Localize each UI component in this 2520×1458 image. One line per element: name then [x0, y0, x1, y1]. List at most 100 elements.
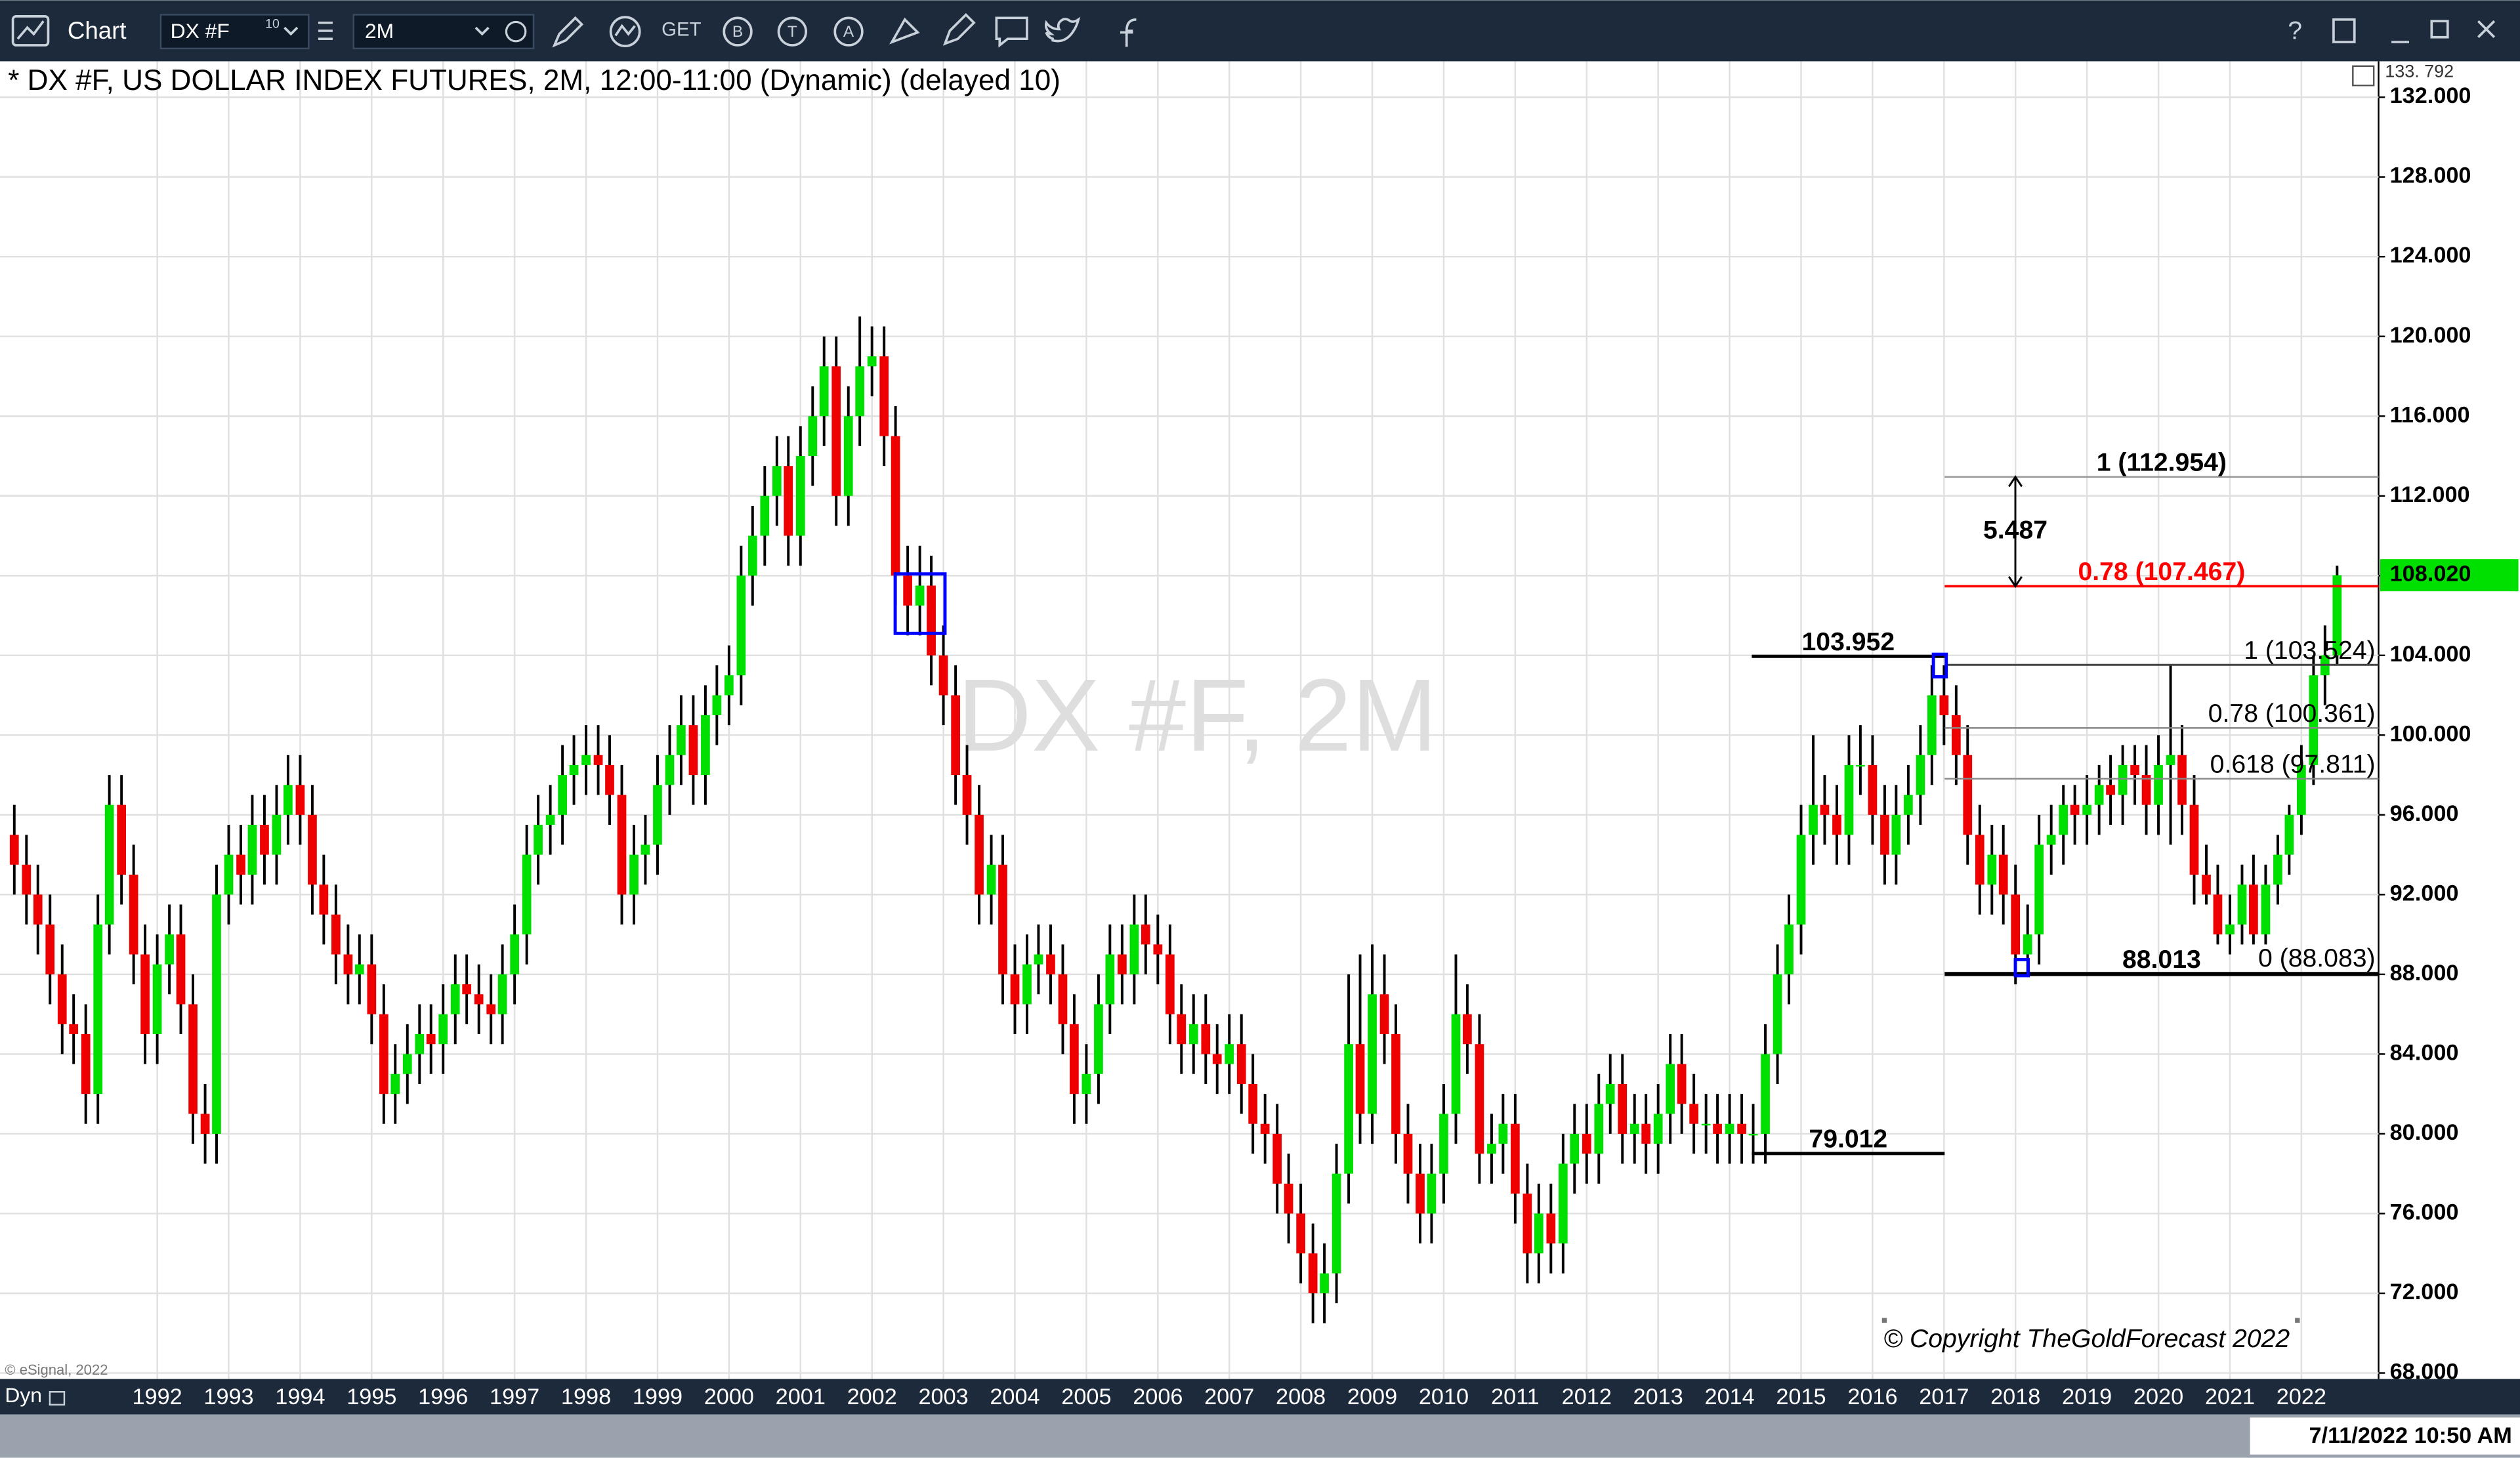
- candle-body: [188, 1004, 198, 1114]
- icon-b[interactable]: [723, 16, 753, 47]
- candle-body: [1832, 814, 1841, 835]
- candle-body: [379, 1014, 388, 1094]
- candle-body: [1618, 1083, 1628, 1134]
- help-button[interactable]: ?: [2288, 17, 2302, 45]
- candle-body: [308, 814, 317, 885]
- x-tick-label: 2007: [1204, 1385, 1254, 1409]
- x-tick-label: 2002: [847, 1385, 897, 1409]
- app-title: Chart: [68, 17, 127, 44]
- icon-t[interactable]: [777, 16, 807, 47]
- candle-body: [367, 964, 377, 1014]
- candle-body: [1629, 1123, 1639, 1134]
- candle-body: [1546, 1213, 1556, 1244]
- candle-body: [1987, 854, 1997, 885]
- draw-icon[interactable]: [552, 16, 584, 48]
- x-tick-label: 2012: [1562, 1385, 1612, 1409]
- candle-body: [9, 835, 19, 865]
- candle-body: [1022, 964, 1032, 1005]
- interval-input[interactable]: [352, 14, 535, 50]
- measure-arrow: [2008, 475, 2023, 589]
- candle-body: [69, 1024, 79, 1035]
- icon-a[interactable]: [833, 16, 864, 47]
- candle-body: [1927, 695, 1937, 755]
- restore-icon[interactable]: [2430, 20, 2449, 39]
- candle-body: [176, 934, 186, 1005]
- get-button[interactable]: GET: [662, 19, 701, 41]
- chart-icon-line: [16, 20, 45, 40]
- x-tick-label: 1994: [275, 1385, 325, 1409]
- candle-body: [284, 785, 293, 815]
- close-icon[interactable]: [2477, 20, 2496, 39]
- candle-body: [1236, 1044, 1246, 1084]
- x-tick-label: 2013: [1633, 1385, 1683, 1409]
- candle-body: [2237, 885, 2247, 925]
- timestamp-box: [2250, 1417, 2520, 1455]
- candle-body: [1296, 1213, 1305, 1254]
- study-icon[interactable]: [609, 16, 641, 48]
- x-tick-label: 1999: [633, 1385, 682, 1409]
- level-label: 0.618 (97.811): [2210, 751, 2376, 779]
- candle-body: [915, 585, 925, 606]
- x-tick-label: 2017: [1919, 1385, 1969, 1409]
- y-tick-label: 76.000: [2390, 1200, 2459, 1225]
- dropdown-arrow[interactable]: [284, 26, 299, 36]
- candle-body: [653, 785, 662, 845]
- candle-body: [1748, 1133, 1758, 1136]
- candle-body: [152, 964, 162, 1035]
- window-icon[interactable]: [2332, 18, 2356, 43]
- x-tick-label: 1997: [490, 1385, 539, 1409]
- y-tick-label: 100.000: [2390, 721, 2471, 746]
- candle-body: [140, 954, 150, 1035]
- x-tick-label: 2005: [1061, 1385, 1111, 1409]
- axis-button[interactable]: [2352, 65, 2375, 87]
- candle-body: [534, 825, 543, 855]
- twitter-icon[interactable]: [1044, 16, 1081, 43]
- candle-body: [677, 725, 686, 755]
- candle-body: [1212, 1054, 1222, 1064]
- y-tick-label: 88.000: [2390, 961, 2459, 986]
- x-tick-label: 2019: [2062, 1385, 2112, 1409]
- candle-body: [843, 416, 853, 496]
- candle-body: [2189, 804, 2199, 875]
- candle-body: [260, 825, 269, 855]
- icon-t-letter: T: [788, 23, 797, 41]
- symbol-input[interactable]: [159, 14, 310, 50]
- candle-body: [1904, 795, 1913, 815]
- candle-body: [1248, 1083, 1258, 1124]
- candle-body: [1939, 695, 1949, 715]
- candle-body: [1260, 1123, 1270, 1134]
- facebook-icon[interactable]: [1120, 18, 1137, 47]
- candle-body: [1475, 1044, 1484, 1154]
- candle-body: [1809, 804, 1818, 835]
- candle-body: [1594, 1104, 1604, 1154]
- edit-icon[interactable]: [942, 12, 976, 46]
- chart-icon[interactable]: [11, 15, 50, 47]
- candle-body: [1761, 1054, 1770, 1134]
- candle-body: [1487, 1144, 1496, 1154]
- pin-icon[interactable]: [889, 17, 920, 45]
- candle-body: [855, 366, 865, 417]
- dropdown-arrow[interactable]: [474, 26, 490, 36]
- comment-icon[interactable]: [995, 16, 1028, 48]
- candle-body: [1701, 1123, 1711, 1126]
- candle-body: [1522, 1194, 1532, 1254]
- menu-icon[interactable]: [318, 21, 333, 41]
- candle-body: [712, 695, 722, 715]
- candle-body: [45, 924, 55, 974]
- candle-body: [558, 775, 567, 815]
- clock-icon[interactable]: [505, 20, 527, 43]
- x-tick-label: 2018: [1990, 1385, 2040, 1409]
- candle-body: [2106, 785, 2115, 795]
- candle-body: [1046, 954, 1055, 974]
- candle-body: [1725, 1123, 1734, 1134]
- candle-body: [1463, 1014, 1472, 1045]
- candle-body: [1689, 1104, 1698, 1124]
- candle-body: [1784, 924, 1794, 974]
- candle-body: [747, 535, 757, 576]
- candle-body: [629, 854, 639, 895]
- candle-body: [1320, 1273, 1329, 1293]
- candle-body: [986, 864, 996, 895]
- lock-icon[interactable]: [49, 1390, 66, 1406]
